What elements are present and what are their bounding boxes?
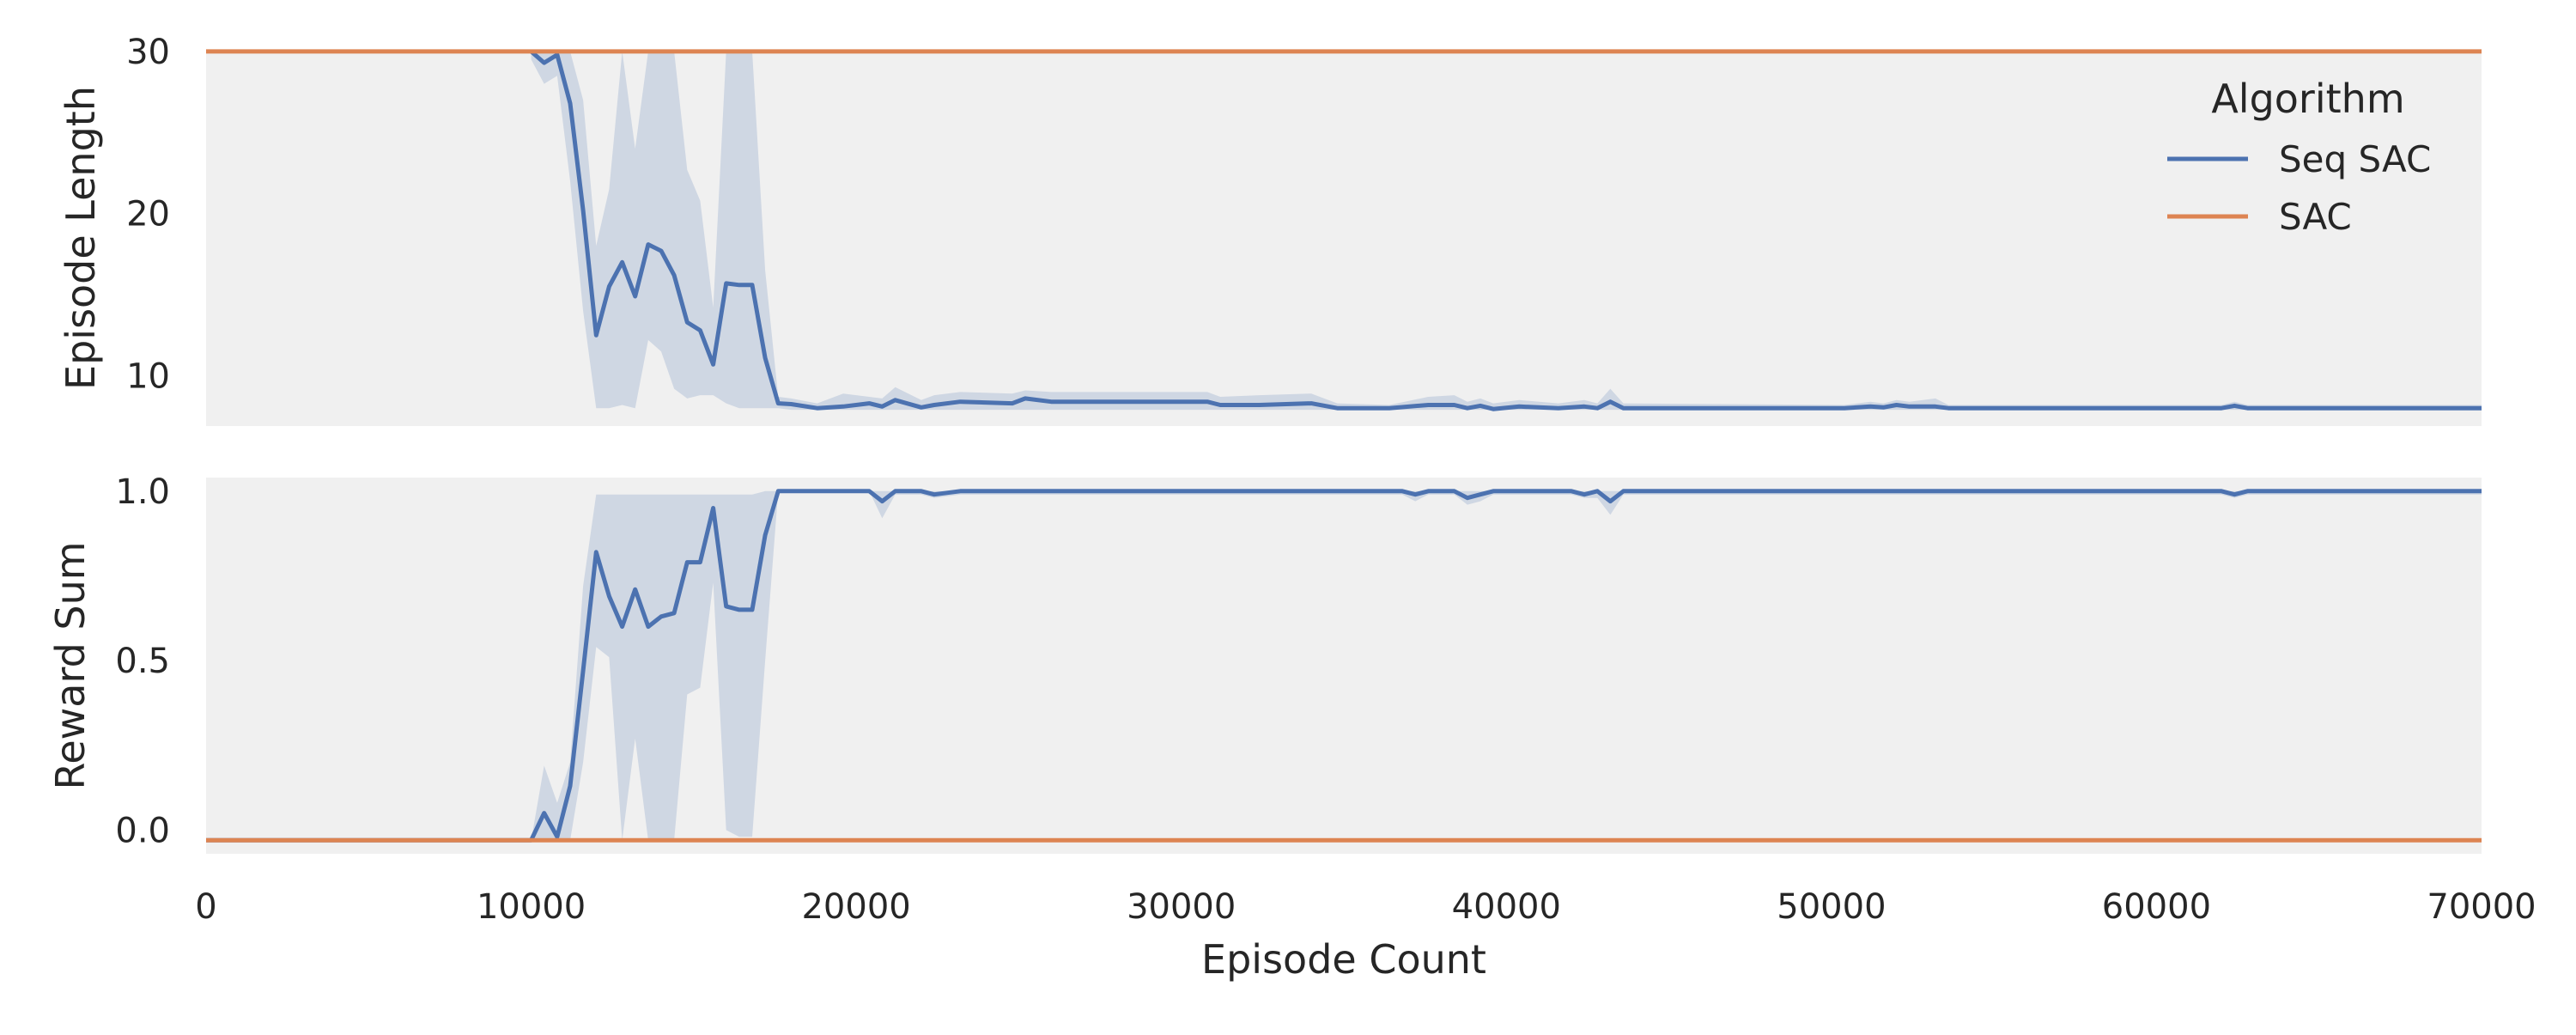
x-tick-4: 40000 [1452,887,1561,927]
legend: Algorithm Seq SAC SAC [2167,76,2431,238]
y-tick-bottom-1: 0.5 [115,642,170,681]
y-tick-labels-top: 10 20 30 [126,33,170,397]
x-tick-7: 70000 [2427,887,2536,927]
legend-title: Algorithm [2211,76,2404,122]
line-seq-sac-bottom [206,489,2482,843]
x-tick-6: 60000 [2102,887,2211,927]
y-axis-label-top: Episode Length [58,86,104,390]
plot-area-top [206,50,2482,426]
x-tick-1: 10000 [477,887,586,927]
line-seq-sac-top [529,50,2482,411]
x-axis-label: Episode Count [1201,936,1486,983]
x-tick-5: 50000 [1777,887,1886,927]
confidence-bands-bottom [206,490,2482,841]
y-tick-top-1: 20 [126,195,170,234]
series-lines-top [206,49,2482,411]
y-axis-label-bottom: Reward Sum [47,541,94,789]
legend-label-seq-sac: Seq SAC [2279,138,2431,180]
x-tick-0: 0 [195,887,216,927]
y-tick-labels-bottom: 0.0 0.5 1.0 [115,472,170,851]
y-tick-top-2: 30 [126,33,170,72]
band-seq-sac-top [531,51,2482,411]
x-tick-2: 20000 [801,887,910,927]
x-tick-3: 30000 [1127,887,1236,927]
confidence-bands-top [531,51,2482,411]
y-tick-bottom-0: 0.0 [115,811,170,850]
panel-reward-sum: 0.0 0.5 1.0 0 10000 20000 30000 40000 50000 6000… [47,472,2537,983]
series-lines-bottom [206,489,2482,843]
x-tick-labels: 0 10000 20000 30000 40000 50000 60000 70000 [195,887,2536,927]
legend-label-sac: SAC [2279,196,2352,238]
y-tick-top-0: 10 [126,357,170,397]
y-tick-bottom-2: 1.0 [115,472,170,512]
band-seq-sac-bottom [206,490,2482,841]
panel-episode-length: 10 20 30 Episode Length [58,33,2482,426]
